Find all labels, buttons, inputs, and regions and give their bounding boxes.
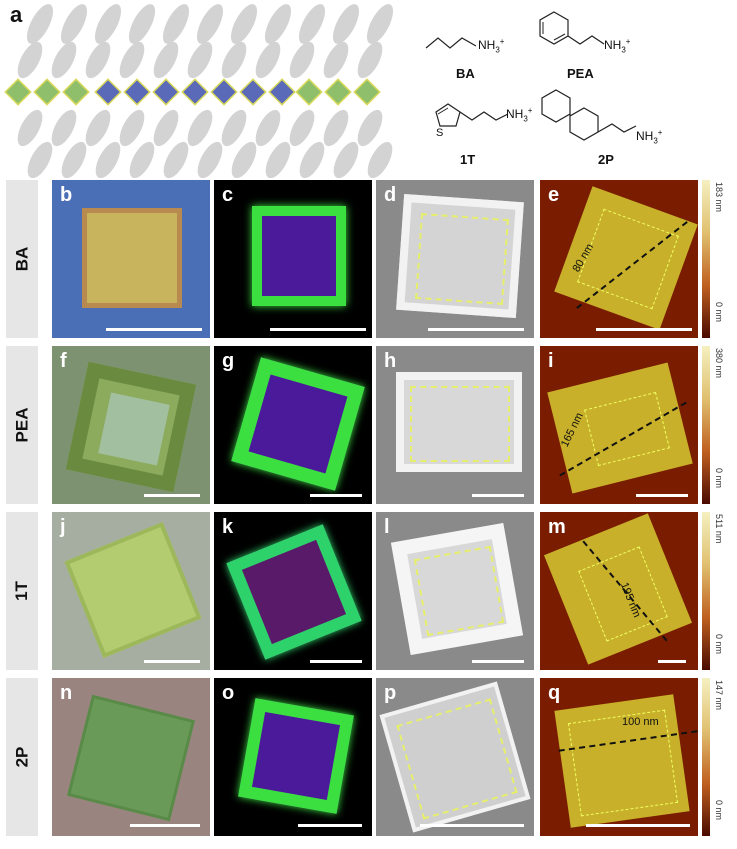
- perovskite-schematic: [4, 4, 394, 178]
- panel-label-e: e: [548, 184, 560, 206]
- afm-image-pea: 165 nm i: [540, 346, 698, 504]
- row-label-ba: BA: [6, 180, 38, 338]
- thiophene-molecule-structure: [435, 103, 509, 127]
- pl-image-pea: g: [214, 346, 372, 504]
- row-label-2p: 2P: [6, 678, 38, 836]
- panel-label-p: p: [384, 682, 397, 704]
- height-colorbar: [702, 512, 710, 670]
- row-label-pea: PEA: [6, 346, 38, 504]
- panel-a: a: [0, 0, 737, 178]
- scale-bar: [106, 328, 202, 331]
- panel-label-n: n: [60, 682, 73, 704]
- pea-name: PEA: [567, 66, 594, 81]
- panel-label-q: q: [548, 682, 561, 704]
- colorbar-max: 183 nm: [714, 182, 724, 213]
- panel-label-b: b: [60, 184, 73, 206]
- scale-bar: [310, 494, 362, 497]
- sem-image-1t: l: [376, 512, 534, 670]
- panel-label-f: f: [60, 350, 67, 372]
- biphenyl-molecule-structure: [541, 89, 637, 141]
- panel-label-k: k: [222, 516, 234, 538]
- scale-bar: [596, 328, 692, 331]
- pea-molecule-structure: [539, 11, 605, 45]
- colorbar-max: 380 nm: [714, 348, 724, 379]
- scale-bar: [144, 660, 200, 663]
- p2-name: 2P: [598, 152, 614, 167]
- panel-label-a: a: [10, 2, 23, 27]
- ba-name: BA: [456, 66, 475, 81]
- spacer-top-row: [17, 4, 394, 79]
- sem-image-2p: p: [376, 678, 534, 836]
- colorbar-max: 511 nm: [714, 514, 724, 544]
- thiophene-sulfur-atom: S: [436, 127, 444, 139]
- optical-image-1t: j: [52, 512, 210, 670]
- scale-bar: [420, 824, 524, 827]
- panel-label-d: d: [384, 184, 397, 206]
- colorbar-min: 0 nm: [714, 302, 724, 323]
- scale-bar: [658, 660, 686, 663]
- scale-bar: [428, 328, 524, 331]
- panel-label-h: h: [384, 350, 397, 372]
- panel-label-c: c: [222, 184, 234, 206]
- pl-image-ba: c: [214, 180, 372, 338]
- panel-label-g: g: [222, 350, 235, 372]
- optical-image-ba: b: [52, 180, 210, 338]
- pl-image-1t: k: [214, 512, 372, 670]
- height-colorbar: [702, 678, 710, 836]
- p2-amine-group: NH3+: [636, 128, 663, 146]
- optical-image-pea: f: [52, 346, 210, 504]
- colorbar-min: 0 nm: [714, 468, 724, 489]
- sem-image-pea: h: [376, 346, 534, 504]
- height-colorbar: [702, 346, 710, 504]
- scale-bar: [310, 660, 362, 663]
- height-colorbar: [702, 180, 710, 338]
- t1-amine-group: NH3+: [506, 106, 533, 124]
- scale-bar: [472, 660, 524, 663]
- colorbar-min: 0 nm: [714, 800, 724, 821]
- panel-label-l: l: [384, 516, 390, 538]
- pea-amine-group: NH3+: [604, 37, 631, 55]
- scale-bar: [270, 328, 366, 331]
- afm-image-2p: 100 nm q: [540, 678, 698, 836]
- row-label-1t: 1T: [6, 512, 38, 670]
- spacer-bottom-row: [17, 109, 393, 178]
- scale-bar: [130, 824, 200, 827]
- pl-image-2p: o: [214, 678, 372, 836]
- ba-amine-group: NH3+: [478, 37, 505, 55]
- panel-label-i: i: [548, 350, 554, 372]
- panel-label-o: o: [222, 682, 235, 704]
- colorbar-max: 147 nm: [714, 680, 724, 711]
- scale-bar: [472, 494, 524, 497]
- optical-image-2p: n: [52, 678, 210, 836]
- afm-image-1t: 195 nm m: [540, 512, 698, 670]
- scale-bar: [586, 824, 690, 827]
- scale-bar: [144, 494, 200, 497]
- scale-bar: [636, 494, 688, 497]
- ba-molecule-structure: [425, 37, 477, 49]
- t1-name: 1T: [460, 152, 476, 167]
- octahedra-chain: [4, 78, 381, 106]
- sem-image-ba: d: [376, 180, 534, 338]
- thickness-annotation: 100 nm: [622, 716, 659, 728]
- afm-image-ba: 80 nm e: [540, 180, 698, 338]
- colorbar-min: 0 nm: [714, 634, 724, 655]
- panel-label-m: m: [548, 516, 566, 538]
- scale-bar: [298, 824, 362, 827]
- panel-label-j: j: [60, 516, 66, 538]
